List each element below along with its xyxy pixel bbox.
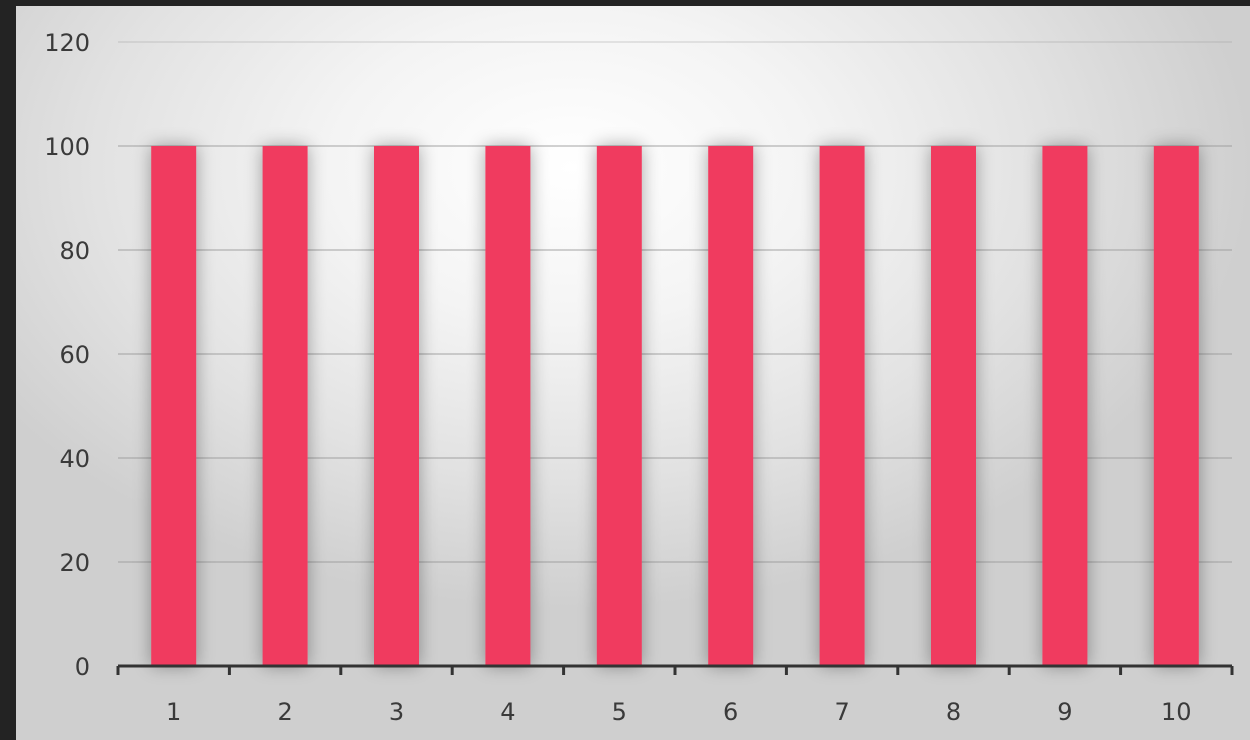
x-tick-label: 2 [277, 698, 292, 726]
bar [1042, 146, 1088, 666]
x-tick-label: 10 [1161, 698, 1192, 726]
x-tick-label: 7 [834, 698, 849, 726]
x-axis-tick-labels: 1 2 3 4 5 6 7 8 9 10 [166, 698, 1192, 726]
bar [596, 146, 642, 666]
bar [485, 146, 531, 666]
y-tick-label: 0 [75, 653, 90, 681]
x-tick-label: 9 [1057, 698, 1072, 726]
bar [151, 146, 197, 666]
y-tick-label: 80 [59, 237, 90, 265]
bar [819, 146, 865, 666]
y-tick-label: 40 [59, 445, 90, 473]
y-axis-tick-labels: 0 20 40 60 80 100 120 [44, 29, 90, 681]
y-tick-label: 100 [44, 133, 90, 161]
bar [1153, 146, 1199, 666]
x-tick-label: 5 [612, 698, 627, 726]
x-tick-label: 1 [166, 698, 181, 726]
bar [708, 146, 754, 666]
y-tick-label: 120 [44, 29, 90, 57]
y-tick-label: 60 [59, 341, 90, 369]
y-tick-label: 20 [59, 549, 90, 577]
bar [931, 146, 976, 666]
x-tick-label: 6 [723, 698, 738, 726]
x-tick-label: 3 [389, 698, 404, 726]
x-tick-label: 8 [946, 698, 961, 726]
bar [262, 146, 308, 666]
bar [374, 146, 419, 666]
x-tick-label: 4 [500, 698, 515, 726]
bars [151, 146, 1199, 666]
x-axis [116, 664, 1234, 675]
